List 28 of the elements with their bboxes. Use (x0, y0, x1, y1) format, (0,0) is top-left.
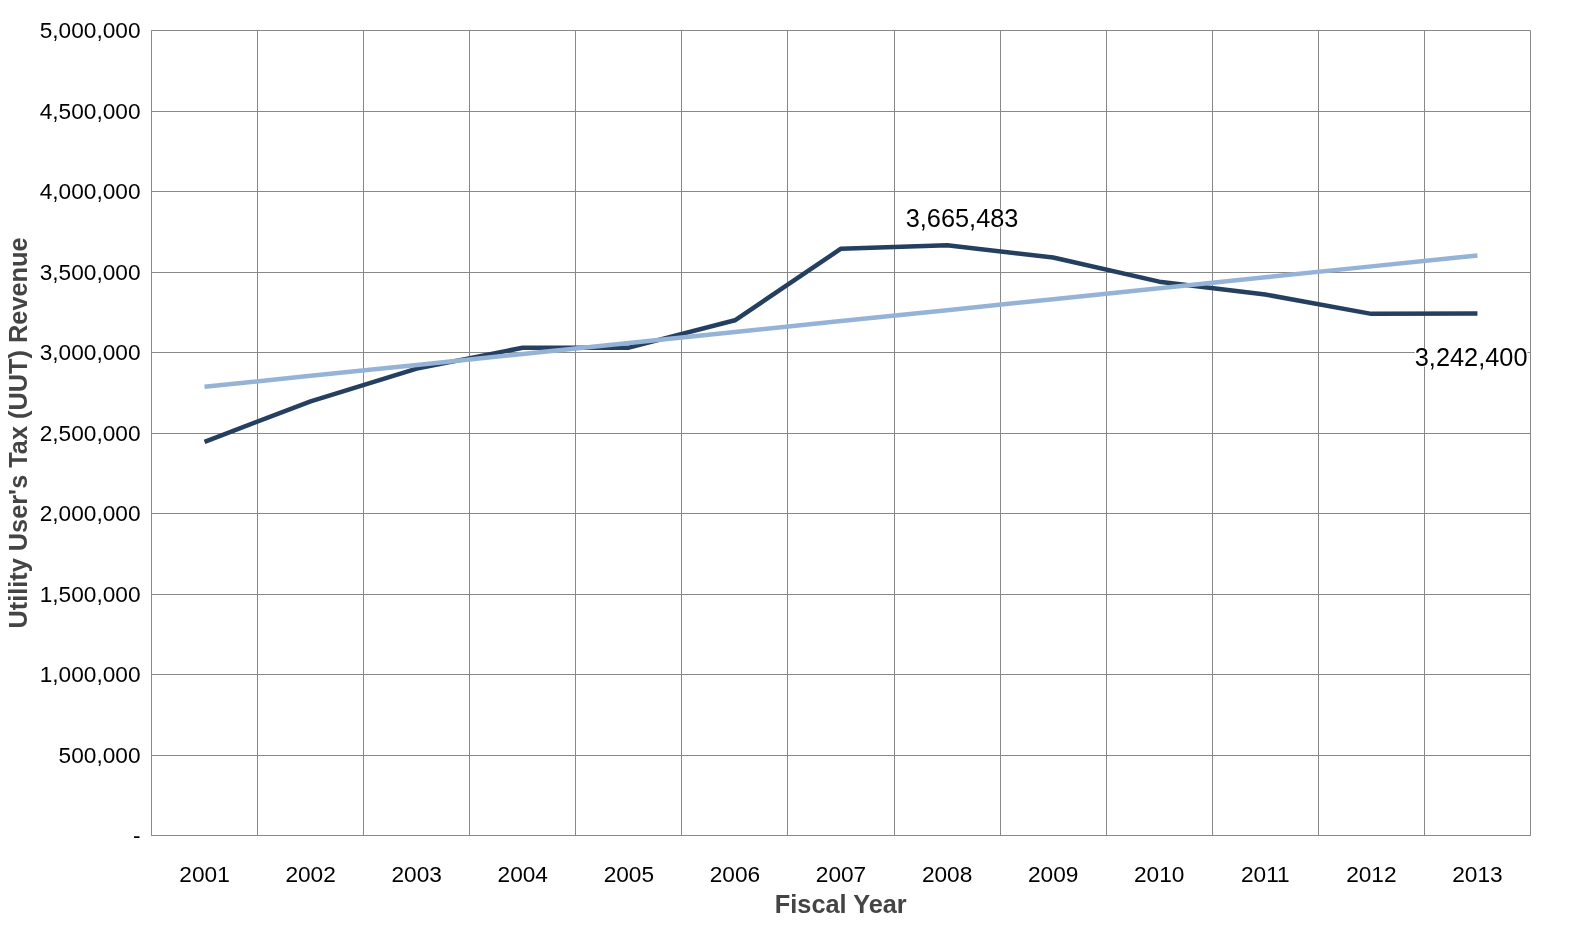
y-tick-label: - (132, 822, 141, 848)
x-tick-label: 2010 (1134, 860, 1185, 887)
y-axis-title: Utility User's Tax (UUT) Revenue (3, 237, 32, 629)
y-tick-label: 3,500,000 (39, 258, 141, 285)
x-tick-label: 2001 (179, 860, 230, 887)
y-tick-label: 1,500,000 (39, 580, 141, 607)
x-tick-label: 2005 (603, 860, 655, 887)
x-tick-label: 2012 (1346, 860, 1397, 887)
y-tick-label: 2,000,000 (39, 500, 141, 526)
x-tick-label: 2004 (497, 860, 548, 887)
y-tick-label: 500,000 (58, 741, 141, 768)
x-axis-title: Fiscal Year (774, 889, 907, 918)
y-tick-label: 2,500,000 (39, 419, 141, 446)
x-tick-label: 2009 (1027, 860, 1079, 887)
data-label: 3,665,483 (905, 204, 1019, 233)
x-tick-label: 2007 (815, 860, 867, 887)
y-tick-label: 1,000,000 (39, 661, 141, 687)
x-tick-label: 2008 (921, 860, 973, 887)
x-tick-label: 2013 (1452, 860, 1503, 887)
x-tick-label: 2006 (709, 860, 761, 887)
x-tick-label: 2011 (1240, 860, 1290, 887)
x-tick-label: 2003 (391, 860, 442, 887)
y-tick-label: 3,000,000 (39, 339, 141, 365)
x-tick-label: 2002 (285, 860, 336, 887)
y-tick-label: 5,000,000 (39, 17, 141, 43)
y-tick-label: 4,000,000 (39, 178, 141, 204)
data-label: 3,242,400 (1414, 343, 1528, 372)
y-tick-label: 4,500,000 (39, 97, 141, 124)
